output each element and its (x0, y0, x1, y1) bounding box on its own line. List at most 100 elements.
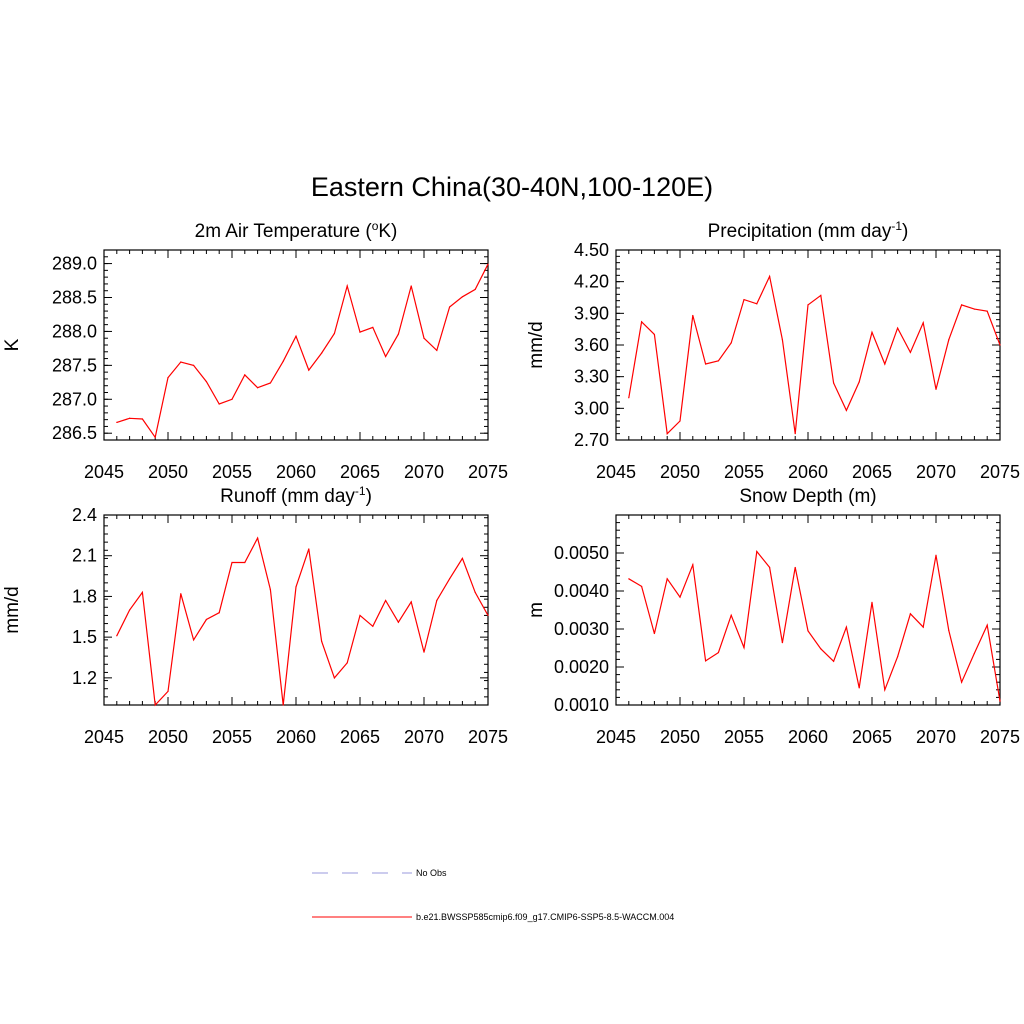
data-point (679, 596, 681, 598)
x-tick-label: 2050 (148, 462, 188, 482)
y-tick-label: 287.0 (52, 389, 97, 409)
data-point (295, 335, 297, 337)
data-point (717, 360, 720, 362)
data-point (449, 306, 451, 308)
x-tick-label: 2070 (404, 727, 444, 747)
y-tick-label: 3.30 (574, 367, 609, 387)
data-point (410, 285, 412, 287)
y-tick-label: 1.2 (72, 668, 97, 688)
data-point (922, 626, 924, 628)
y-tick-label: 1.8 (72, 586, 97, 606)
y-tick-label: 0.0040 (554, 581, 609, 601)
x-tick-label: 2075 (468, 727, 508, 747)
x-tick-label: 2060 (788, 462, 828, 482)
data-point (410, 601, 412, 603)
data-point (743, 299, 745, 301)
data-point (359, 331, 361, 333)
data-point (743, 647, 745, 649)
data-point (372, 625, 374, 627)
data-point (461, 296, 463, 298)
data-point (641, 585, 643, 588)
x-tick-label: 2060 (276, 462, 316, 482)
data-point (180, 361, 182, 363)
data-point (487, 614, 489, 617)
y-tick-label: 3.90 (574, 303, 609, 323)
series-line (116, 263, 489, 439)
data-point (116, 635, 118, 637)
y-tick-label: 1.5 (72, 627, 97, 647)
data-point (845, 626, 848, 628)
data-point (628, 397, 630, 399)
data-point (141, 591, 143, 593)
data-point (769, 275, 771, 277)
data-point (666, 433, 668, 435)
y-tick-label: 286.5 (52, 423, 97, 443)
data-point (231, 398, 233, 400)
data-point (820, 648, 822, 650)
data-point (269, 382, 271, 384)
data-point (769, 566, 771, 569)
series-line (116, 536, 489, 707)
panel-title: Runoff (mm day-1) (220, 484, 372, 507)
data-point (257, 387, 259, 389)
legend: No Obs b.e21.BWSSP585cmip6.f09_g17.CMIP6… (312, 868, 674, 922)
data-point (167, 690, 169, 693)
x-tick-label: 2065 (340, 727, 380, 747)
data-point (692, 314, 694, 317)
data-point (871, 601, 873, 604)
data-point (973, 652, 976, 654)
y-axis-label: mm/d (2, 586, 23, 634)
panel-title: Precipitation (mm day-1) (708, 219, 909, 242)
data-point (193, 364, 195, 366)
x-tick-label: 2060 (276, 727, 316, 747)
data-point (129, 417, 131, 419)
y-axis-label: K (2, 338, 23, 351)
x-tick-label: 2050 (148, 727, 188, 747)
legend-obs-label: No Obs (416, 868, 447, 878)
data-point (257, 537, 259, 539)
data-point (333, 332, 335, 335)
plot-frame (615, 514, 1001, 706)
data-point (781, 642, 784, 644)
data-point (308, 369, 310, 371)
data-point (423, 337, 425, 339)
x-tick-label: 2060 (788, 727, 828, 747)
data-point (244, 561, 246, 564)
y-tick-label: 287.5 (52, 355, 97, 375)
y-tick-label: 2.1 (72, 546, 97, 566)
data-point (935, 554, 937, 556)
data-point (794, 433, 796, 435)
y-tick-label: 3.00 (574, 398, 609, 418)
y-tick-label: 2.4 (72, 505, 97, 525)
y-tick-label: 0.0050 (554, 543, 609, 563)
data-point (807, 304, 809, 306)
y-tick-label: 0.0030 (554, 619, 609, 639)
y-tick-label: 288.0 (52, 321, 97, 341)
x-tick-label: 2055 (212, 727, 252, 747)
x-tick-label: 2070 (404, 462, 444, 482)
data-point (692, 564, 694, 566)
data-point (999, 700, 1001, 702)
data-point (385, 599, 387, 602)
panel-snow-depth: 2045 2050 2055 2060 2065 2070 2075 0.0010 0.0020… (526, 486, 1020, 747)
data-point (231, 561, 233, 564)
y-tick-label: 288.5 (52, 288, 97, 308)
data-point (948, 339, 950, 341)
data-point (359, 614, 361, 617)
panel-precipitation: 2045 2050 2055 2060 2065 2070 2075 2.70 3.00 3.30… (526, 219, 1020, 482)
data-point (321, 352, 323, 354)
data-point (129, 609, 131, 611)
data-point (436, 349, 438, 352)
x-tick-label: 2065 (340, 462, 380, 482)
x-tick-label: 2075 (468, 462, 508, 482)
data-point (730, 614, 732, 616)
data-point (269, 589, 271, 591)
data-point (858, 381, 860, 383)
x-tick-label: 2050 (660, 462, 700, 482)
data-point (807, 630, 809, 632)
data-point (449, 578, 451, 580)
x-tick-label: 2075 (980, 727, 1020, 747)
data-point (244, 374, 246, 376)
x-tick-label: 2055 (724, 727, 764, 747)
